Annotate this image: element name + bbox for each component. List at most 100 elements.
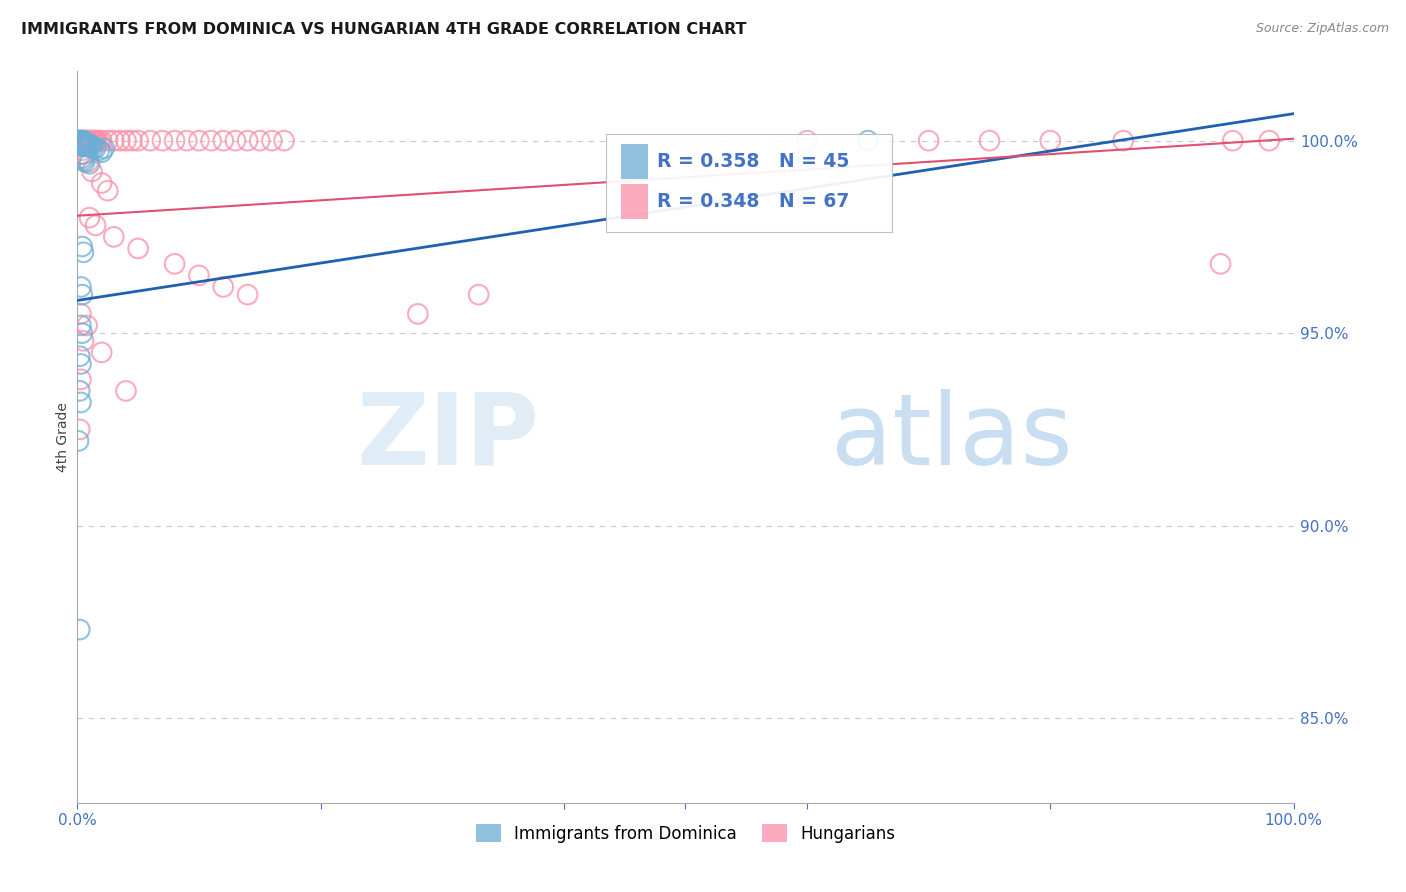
Point: [69, 136, 91, 150]
Point: [127, 134, 149, 148]
Point: [70, 372, 93, 386]
Point: [73, 137, 96, 152]
Point: [75, 134, 97, 148]
Point: [75, 137, 97, 152]
Point: [70, 134, 93, 148]
Point: [90, 145, 112, 160]
Point: [76, 139, 98, 153]
Point: [1258, 134, 1281, 148]
Point: [80, 137, 103, 152]
Point: [152, 134, 174, 148]
Point: [83, 134, 105, 148]
Point: [79, 211, 101, 225]
Point: [467, 287, 489, 301]
Point: [236, 134, 259, 148]
Point: [188, 268, 211, 283]
Point: [70, 307, 93, 321]
Point: [70, 139, 93, 153]
Point: [97, 134, 120, 148]
Point: [108, 134, 131, 148]
Point: [72, 245, 94, 260]
Point: [115, 384, 138, 398]
Point: [70, 326, 93, 340]
Point: [72, 136, 94, 150]
Point: [69, 384, 91, 398]
Point: [69, 134, 91, 148]
FancyBboxPatch shape: [606, 134, 893, 232]
Text: ZIP: ZIP: [357, 389, 540, 485]
Point: [80, 164, 103, 178]
Point: [121, 134, 143, 148]
Point: [70, 239, 93, 253]
Point: [260, 134, 283, 148]
Point: [72, 147, 94, 161]
Point: [70, 395, 93, 409]
Point: [103, 134, 125, 148]
Point: [70, 287, 93, 301]
Point: [127, 242, 149, 256]
Point: [90, 345, 112, 359]
Point: [70, 136, 93, 150]
Point: [70, 137, 93, 152]
Point: [73, 154, 96, 169]
Text: R = 0.348   N = 67: R = 0.348 N = 67: [658, 192, 849, 211]
Point: [273, 134, 295, 148]
Point: [84, 141, 107, 155]
Point: [70, 143, 93, 157]
Point: [79, 134, 101, 148]
Point: [176, 134, 198, 148]
Point: [70, 357, 93, 371]
Point: [75, 139, 97, 153]
Point: [67, 134, 90, 148]
Point: [139, 134, 162, 148]
Point: [93, 141, 115, 155]
Point: [856, 134, 879, 148]
Point: [69, 422, 91, 436]
Point: [67, 434, 90, 448]
Point: [70, 137, 93, 152]
Point: [72, 137, 94, 152]
Text: R = 0.358   N = 45: R = 0.358 N = 45: [658, 152, 849, 171]
Point: [70, 318, 93, 333]
Point: [249, 134, 271, 148]
Y-axis label: 4th Grade: 4th Grade: [56, 402, 70, 472]
Point: [80, 134, 103, 148]
Point: [406, 307, 429, 321]
Point: [1112, 134, 1135, 148]
Point: [89, 134, 111, 148]
Point: [115, 134, 138, 148]
Point: [82, 141, 104, 155]
Point: [90, 134, 112, 148]
Point: [918, 134, 941, 148]
Point: [72, 134, 94, 148]
Point: [188, 134, 211, 148]
Point: [76, 318, 98, 333]
Point: [89, 143, 111, 157]
Text: atlas: atlas: [831, 389, 1073, 485]
Point: [72, 153, 94, 167]
Point: [76, 134, 98, 148]
Point: [212, 280, 235, 294]
Text: IMMIGRANTS FROM DOMINICA VS HUNGARIAN 4TH GRADE CORRELATION CHART: IMMIGRANTS FROM DOMINICA VS HUNGARIAN 4T…: [21, 22, 747, 37]
Point: [70, 280, 93, 294]
Point: [1039, 134, 1062, 148]
Point: [70, 134, 93, 148]
Point: [69, 134, 91, 148]
Point: [72, 334, 94, 348]
FancyBboxPatch shape: [621, 184, 648, 219]
Point: [69, 349, 91, 363]
Point: [77, 154, 100, 169]
Point: [212, 134, 235, 148]
Point: [72, 134, 94, 148]
Point: [200, 134, 222, 148]
Point: [1222, 134, 1244, 148]
Point: [224, 134, 246, 148]
Point: [236, 287, 259, 301]
Point: [69, 623, 91, 637]
Point: [73, 134, 96, 148]
Point: [82, 134, 104, 148]
Point: [80, 139, 103, 153]
Point: [163, 257, 186, 271]
Point: [70, 136, 93, 150]
Point: [70, 147, 93, 161]
